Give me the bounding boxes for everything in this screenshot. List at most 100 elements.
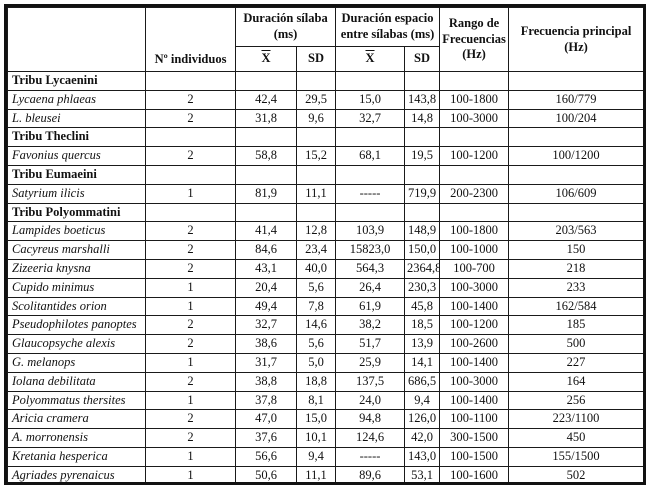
cell-syllable-mean: 37,8: [235, 390, 297, 411]
cell-freq-range: 100-1400: [439, 352, 510, 373]
range-line2: Frecuencias: [442, 31, 506, 46]
cell-syllable-mean: 50,6: [235, 465, 297, 482]
cell-space-sd: 42,0: [404, 428, 441, 448]
cell-syllable-sd: 7,8: [295, 296, 337, 317]
cell-space-mean: 61,9: [335, 296, 406, 317]
space-group-line1: Duración espacio: [341, 11, 434, 26]
species-name: Cupido minimus: [7, 277, 146, 298]
range-line1: Rango de: [448, 16, 500, 31]
cell-n-individuals: [145, 164, 236, 185]
cell-space-sd: 686,5: [404, 371, 441, 392]
syllable-group-line2: (ms): [273, 27, 298, 41]
cell-space-sd: 53,1: [404, 465, 441, 482]
cell-syllable-mean: [235, 164, 297, 185]
species-name: L. bleusei: [7, 108, 146, 129]
cell-n-individuals: 2: [145, 221, 236, 242]
cell-syllable-sd: 9,6: [295, 108, 337, 129]
cell-syllable-sd: 12,8: [295, 221, 337, 242]
cell-space-mean: 32,7: [335, 108, 406, 129]
col-header-space-sd: SD: [404, 46, 441, 72]
species-row: Lycaena phlaeas 2 42,4 29,5 15,0 143,8 100-180…: [7, 89, 643, 110]
cell-space-sd: 230,3: [404, 277, 441, 298]
cell-main-freq: [508, 127, 643, 148]
species-name: Favonius quercus: [7, 146, 146, 166]
species-row: G. melanops 1 31,7 5,0 25,9 14,1 100-1400 227: [7, 352, 643, 373]
cell-space-sd: 150,0: [404, 240, 441, 260]
cell-freq-range: 100-1200: [439, 315, 510, 336]
cell-n-individuals: 1: [145, 183, 236, 204]
cell-freq-range: 100-1800: [439, 89, 510, 110]
cell-syllable-sd: 5,0: [295, 352, 337, 373]
cell-space-mean: 89,6: [335, 465, 406, 482]
cell-syllable-sd: 8,1: [295, 390, 337, 411]
cell-space-sd: 14,8: [404, 108, 441, 129]
cell-freq-range: 100-1500: [439, 446, 510, 467]
species-row: A. morronensis 2 37,6 10,1 124,6 42,0 300-1500…: [7, 428, 643, 448]
cell-syllable-sd: 9,4: [295, 446, 337, 467]
species-name: Polyommatus thersites: [7, 390, 146, 411]
tribe-name: Tribu Eumaeini: [7, 164, 146, 185]
cell-space-sd: 2364,8: [404, 258, 441, 279]
cell-main-freq: 502: [508, 465, 643, 482]
cell-syllable-sd: 23,4: [295, 240, 337, 260]
cell-syllable-sd: 40,0: [295, 258, 337, 279]
species-row: Zizeeria knysna 2 43,1 40,0 564,3 2364,8 100-7…: [7, 258, 643, 279]
acoustic-data-table: Nº individuos Duración sílaba (ms) Durac…: [7, 7, 643, 482]
cell-syllable-mean: 81,9: [235, 183, 297, 204]
cell-n-individuals: 1: [145, 446, 236, 467]
species-name: Iolana debilitata: [7, 371, 146, 392]
cell-space-mean: [335, 202, 406, 223]
species-row: Cacyreus marshalli 2 84,6 23,4 15823,0 150,0 1…: [7, 240, 643, 260]
cell-main-freq: [508, 71, 643, 91]
cell-n-individuals: 2: [145, 108, 236, 129]
cell-space-mean: 38,2: [335, 315, 406, 336]
species-row: Iolana debilitata 2 38,8 18,8 137,5 686,5 100-…: [7, 371, 643, 392]
cell-freq-range: 100-1400: [439, 296, 510, 317]
col-group-syllable-duration: Duración sílaba (ms): [234, 7, 337, 47]
table-body: Tribu Lycaenini Lycaena phlaeas 2 42,4 29,5 1…: [7, 71, 643, 482]
cell-freq-range: [439, 127, 510, 148]
cell-main-freq: 203/563: [508, 221, 643, 242]
cell-main-freq: 106/609: [508, 183, 643, 204]
cell-space-mean: 15,0: [335, 89, 406, 110]
cell-syllable-mean: [235, 127, 297, 148]
cell-freq-range: 100-2600: [439, 334, 510, 354]
cell-syllable-mean: 37,6: [235, 428, 297, 448]
cell-space-mean: [335, 71, 406, 91]
cell-n-individuals: 2: [145, 428, 236, 448]
cell-space-sd: 126,0: [404, 409, 441, 430]
species-name: A. morronensis: [7, 428, 146, 448]
cell-n-individuals: [145, 202, 236, 223]
principal-line1: Frecuencia principal: [520, 23, 632, 38]
cell-n-individuals: [145, 71, 236, 91]
tribe-name: Tribu Lycaenini: [7, 71, 146, 91]
space-group-line2: entre sílabas (ms): [340, 27, 435, 41]
species-name: Kretania hesperica: [7, 446, 146, 467]
cell-space-sd: 45,8: [404, 296, 441, 317]
species-row: Agriades pyrenaicus 1 50,6 11,1 89,6 53,1 100-…: [7, 465, 643, 482]
cell-space-sd: [404, 127, 441, 148]
species-row: Kretania hesperica 1 56,6 9,4 ----- 143,0 100-…: [7, 446, 643, 467]
cell-freq-range: [439, 202, 510, 223]
tribe-row: Tribu Lycaenini: [7, 71, 643, 91]
cell-syllable-sd: 5,6: [295, 334, 337, 354]
tribe-name: Tribu Polyommatini: [7, 202, 146, 223]
cell-freq-range: 100-1800: [439, 221, 510, 242]
cell-space-mean: -----: [335, 446, 406, 467]
cell-n-individuals: 2: [145, 240, 236, 260]
cell-syllable-sd: 11,1: [295, 465, 337, 482]
tribe-row: Tribu Eumaeini: [7, 164, 643, 185]
cell-n-individuals: 1: [145, 352, 236, 373]
mean-symbol: X: [261, 51, 271, 66]
cell-space-mean: 68,1: [335, 146, 406, 166]
cell-syllable-sd: 15,0: [295, 409, 337, 430]
cell-syllable-mean: 42,4: [235, 89, 297, 110]
species-name: Lampides boeticus: [7, 221, 146, 242]
cell-space-sd: 14,1: [404, 352, 441, 373]
cell-main-freq: 150: [508, 240, 643, 260]
cell-n-individuals: 2: [145, 371, 236, 392]
cell-syllable-mean: 43,1: [235, 258, 297, 279]
cell-freq-range: 100-1000: [439, 240, 510, 260]
table-header: Nº individuos Duración sílaba (ms) Durac…: [7, 7, 643, 72]
species-name: Satyrium ilicis: [7, 183, 146, 204]
